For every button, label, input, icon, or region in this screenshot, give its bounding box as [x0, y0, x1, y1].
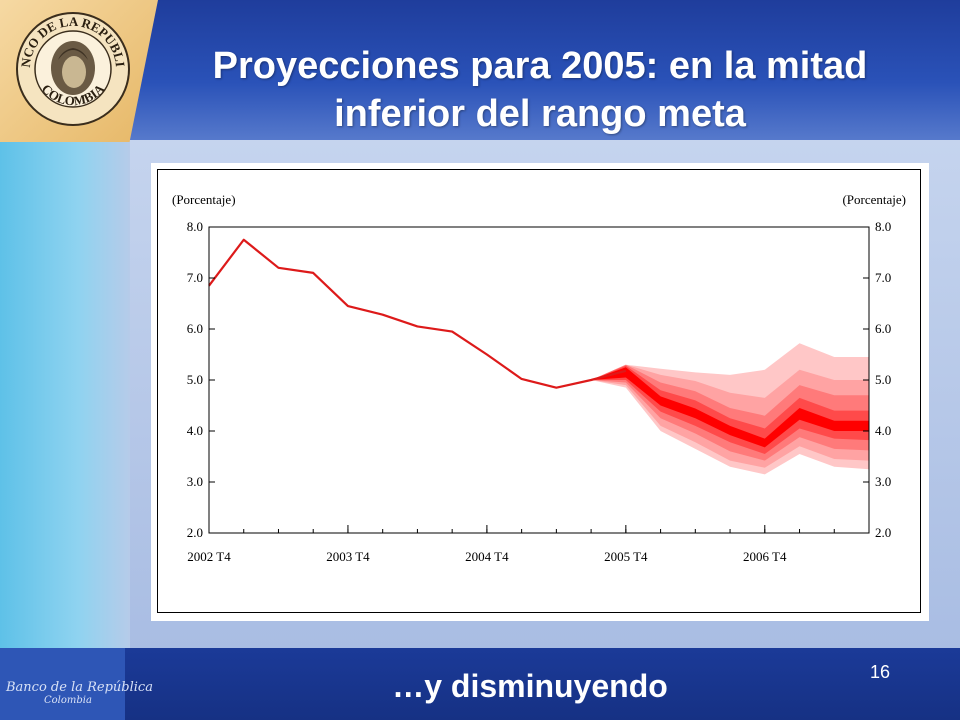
y-tick-label-left: 4.0: [187, 423, 203, 438]
x-tick-label: 2004 T4: [465, 549, 509, 564]
unit-label-right: (Porcentaje): [842, 192, 906, 207]
fan-band-3: [591, 364, 869, 461]
y-tick-label-left: 6.0: [187, 321, 203, 336]
bank-signature: Banco de la República Colombia: [6, 680, 153, 706]
fan-band-1: [591, 367, 869, 448]
fan-chart: 8.0 8.0 7.0 7.0 6.0 6.0 5.0 5.0 4.0 4.0 3.0 3.0 2.0 2…: [172, 192, 906, 564]
series-line: [208, 238, 627, 389]
y-tick-label-right: 6.0: [875, 321, 891, 336]
y-tick-label-left: 7.0: [187, 270, 203, 285]
y-tick-label-left: 3.0: [187, 474, 203, 489]
slide-subtitle: …y disminuyendo: [392, 668, 668, 704]
left-accent-panel: [0, 140, 130, 650]
footer-background: [0, 648, 960, 720]
x-tick-label: 2002 T4: [187, 549, 231, 564]
slide-title: Proyecciones para 2005: en la mitad infe…: [212, 45, 868, 135]
y-tick-label-right: 5.0: [875, 372, 891, 387]
y-tick-label-left: 2.0: [187, 525, 203, 540]
page-number: 16: [870, 662, 891, 682]
axes: 8.0 8.0 7.0 7.0 6.0 6.0 5.0 5.0 4.0 4.0 3.0 3.0 2.0 2…: [172, 192, 906, 564]
y-tick-label-right: 3.0: [875, 474, 891, 489]
y-tick-label-left: 8.0: [187, 219, 203, 234]
header-background: [0, 0, 960, 150]
y-tick-label-right: 2.0: [875, 525, 891, 540]
y-tick-label-right: 7.0: [875, 270, 891, 285]
signature-line2: Colombia: [44, 695, 92, 706]
signature-line1: Banco de la República: [6, 680, 153, 695]
y-tick-label-right: 4.0: [875, 423, 891, 438]
x-tick-label: 2005 T4: [604, 549, 648, 564]
x-tick-label: 2003 T4: [326, 549, 370, 564]
bank-seal-logo: BANCO DE LA REPUBLICA COLOMBIA: [14, 10, 130, 126]
series-line-layer: [208, 238, 627, 389]
chart-frame: 8.0 8.0 7.0 7.0 6.0 6.0 5.0 5.0 4.0 4.0 3.0 3.0 2.0 2…: [157, 169, 921, 613]
fan-bands: [591, 343, 869, 475]
x-tick-label: 2006 T4: [743, 549, 787, 564]
footer-left-panel: [0, 648, 125, 720]
y-tick-label-right: 8.0: [875, 219, 891, 234]
y-tick-label-left: 5.0: [187, 372, 203, 387]
unit-label-left: (Porcentaje): [172, 192, 236, 207]
chart-panel: 8.0 8.0 7.0 7.0 6.0 6.0 5.0 5.0 4.0 4.0 3.0 3.0 2.0 2…: [151, 163, 929, 621]
